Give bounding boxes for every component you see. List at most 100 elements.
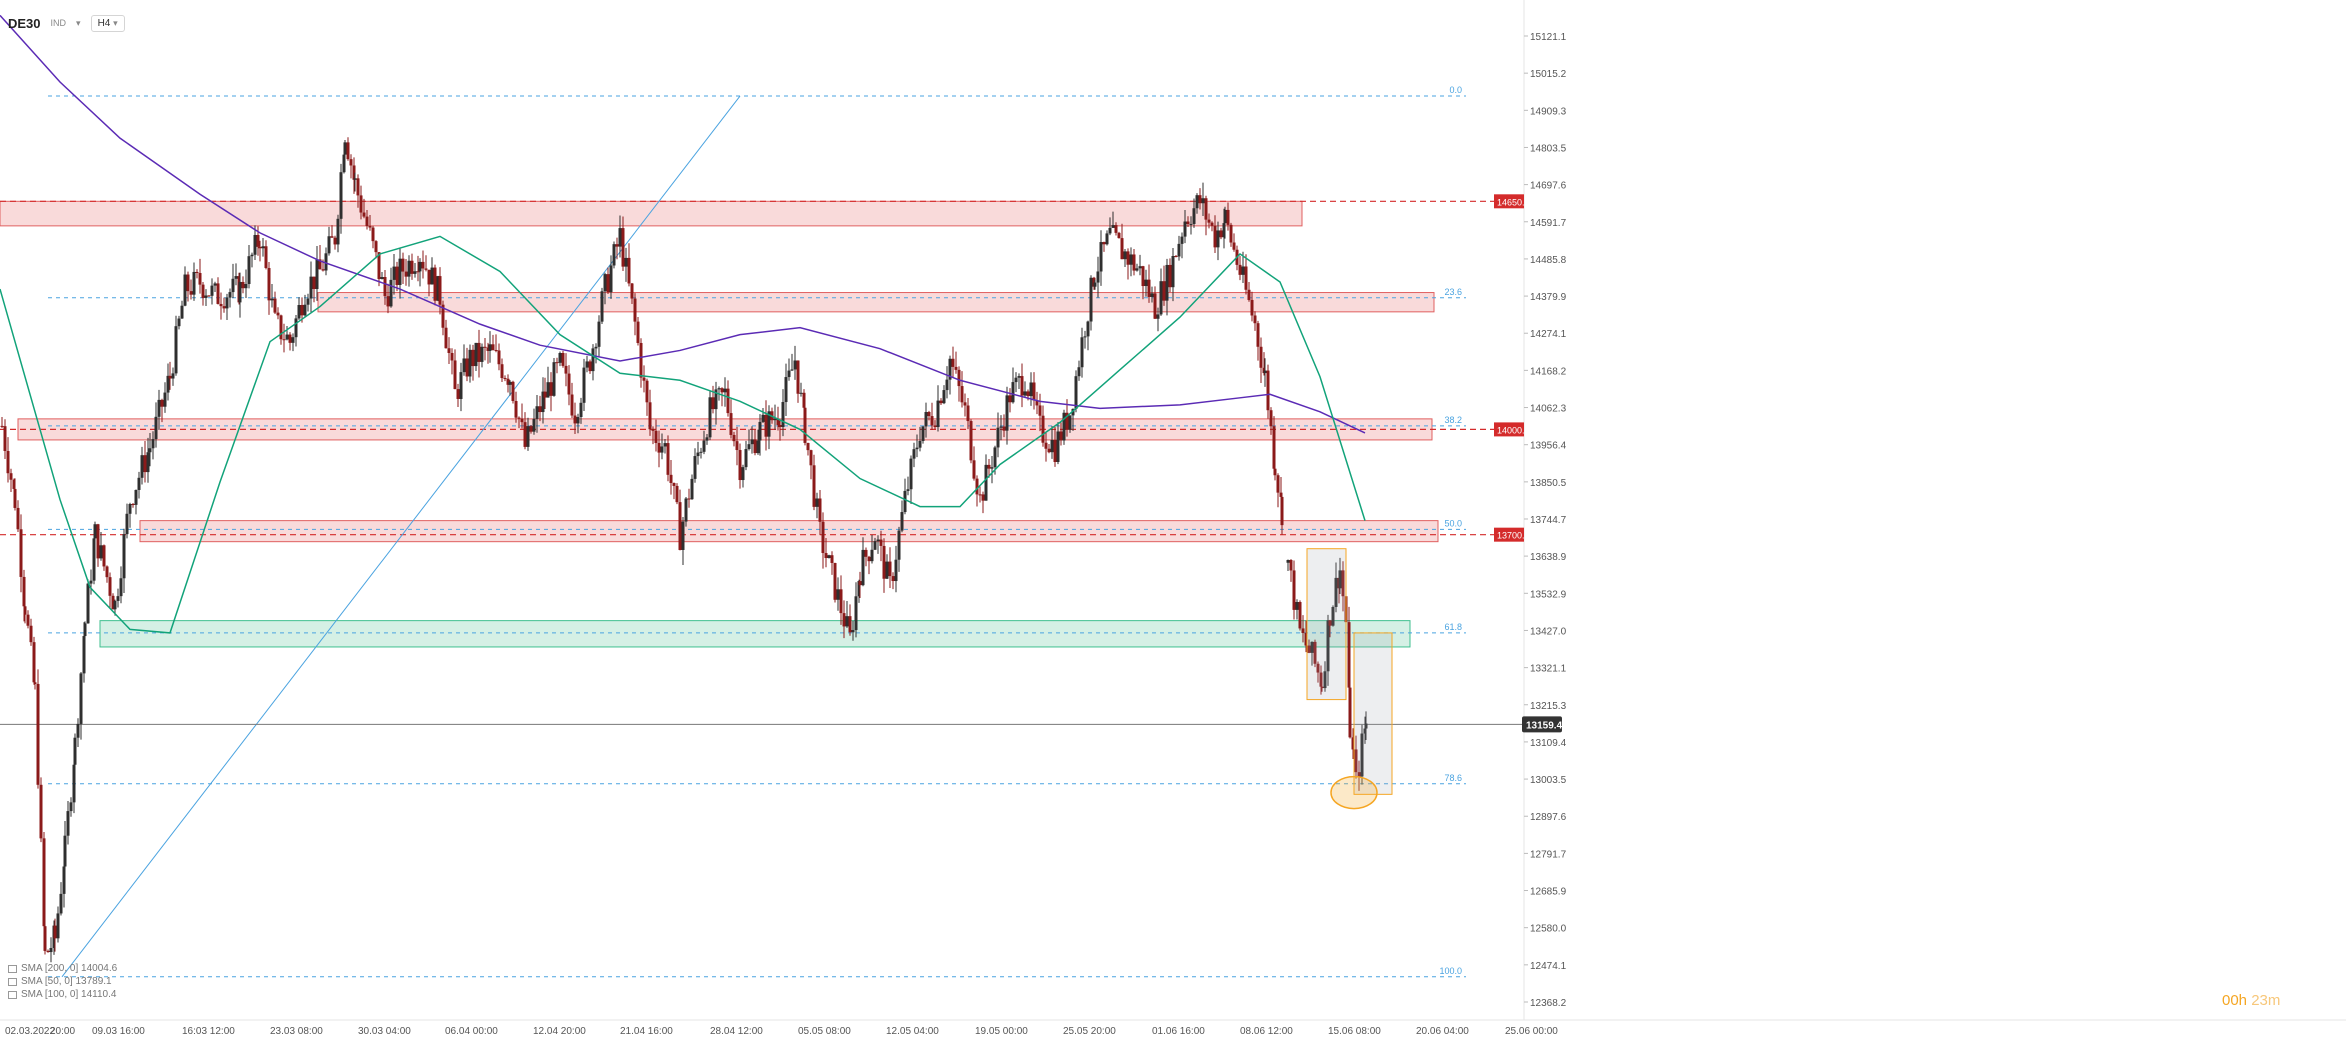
price-level-tag-label: 14650.: [1497, 197, 1525, 207]
price-level-tag-label: 14000.: [1497, 425, 1525, 435]
candle-body: [764, 414, 768, 437]
candle-body: [1198, 195, 1202, 204]
candle-body: [1165, 264, 1169, 301]
symbol-subtitle: IND: [50, 18, 67, 28]
candle-body: [1183, 221, 1187, 237]
candle-body: [377, 252, 381, 280]
candle-body: [336, 218, 340, 245]
fib-level-label: 50.0: [1444, 518, 1462, 528]
candle-body: [36, 683, 40, 785]
candle-body: [201, 284, 205, 298]
candle-body: [636, 321, 640, 343]
candle-body: [238, 281, 242, 303]
candle-body: [606, 274, 610, 293]
candle-body: [699, 451, 703, 453]
candle-body: [597, 321, 601, 347]
candle-body: [424, 268, 428, 270]
timeframe-select[interactable]: H4 ▾: [90, 14, 125, 32]
candle-body: [996, 427, 1000, 448]
trend-line: [61, 95, 741, 978]
measure-box: [1353, 632, 1393, 795]
candle-body: [882, 545, 886, 579]
legend-item[interactable]: SMA [200, 0] 14004.6: [8, 962, 117, 975]
candle-body: [1056, 431, 1060, 463]
price-level-tag: [1494, 527, 1524, 542]
candle-body: [371, 227, 375, 242]
candle-body: [1035, 400, 1039, 406]
candle-body: [588, 361, 592, 372]
candle-body: [69, 802, 73, 812]
symbol-label[interactable]: DE30: [8, 15, 41, 31]
candle-body: [639, 342, 643, 378]
candle-body: [500, 364, 504, 379]
fib-level-label: 78.6: [1444, 773, 1462, 783]
candle-body: [978, 494, 982, 496]
candle-body: [303, 304, 307, 316]
candle-body: [216, 283, 220, 304]
candle-body: [1263, 370, 1267, 374]
y-tick-label: 12474.1: [1530, 961, 1567, 972]
candle-body: [651, 429, 655, 431]
candle-body: [494, 349, 498, 351]
candle-body: [761, 414, 765, 422]
candle-body: [116, 596, 120, 601]
candle-body: [111, 595, 115, 610]
candle-body: [1247, 289, 1251, 300]
candle-body: [368, 225, 372, 228]
candle-body: [1105, 233, 1109, 245]
candle-body: [776, 418, 780, 425]
candle-body: [207, 295, 211, 297]
x-tick-label: 02.03.2022: [5, 1026, 55, 1037]
candle-body: [945, 379, 949, 391]
candle-body: [39, 784, 43, 839]
candle-body: [359, 195, 363, 213]
candle-body: [474, 342, 478, 367]
candle-body: [781, 402, 785, 428]
x-tick-label: 12.04 20:00: [533, 1026, 586, 1037]
candle-body: [1017, 376, 1021, 378]
candle-body: [131, 504, 135, 506]
y-tick-label: 14168.2: [1530, 366, 1567, 377]
candle-body: [873, 541, 877, 550]
candle-body: [861, 549, 865, 586]
indicator-icon: [8, 977, 17, 986]
x-tick-label: 09.03 16:00: [92, 1026, 145, 1037]
x-tick-label: 12.05 04:00: [886, 1026, 939, 1037]
legend-item[interactable]: SMA [100, 0] 14110.4: [8, 988, 117, 1001]
candle-body: [612, 244, 616, 266]
candle-body: [1229, 224, 1233, 243]
candle-body: [915, 447, 919, 450]
candle-body: [1289, 560, 1293, 571]
candle-body: [1347, 622, 1351, 688]
candle-body: [96, 524, 100, 559]
candle-body: [456, 389, 460, 399]
candle-body: [687, 498, 691, 500]
candle-body: [594, 346, 598, 349]
candle-body: [1129, 254, 1133, 265]
candle-body: [1292, 570, 1296, 610]
candle-body: [987, 464, 991, 469]
candle-body: [441, 304, 445, 328]
candle-body: [645, 380, 649, 403]
candle-body: [1266, 370, 1270, 411]
candle-body: [333, 237, 337, 245]
candle-body: [43, 926, 47, 951]
candle-body: [168, 375, 172, 379]
candle-body: [564, 365, 568, 374]
legend-item[interactable]: SMA [50, 0] 13789.1: [8, 975, 117, 988]
candle-body: [573, 415, 577, 424]
candle-body: [250, 254, 254, 257]
candle-body: [796, 360, 800, 394]
candle-body: [541, 391, 545, 413]
candle-body: [906, 489, 910, 491]
candle-body: [1360, 733, 1364, 777]
current-price-label: 13159.4: [1526, 720, 1563, 731]
chevron-down-icon[interactable]: ▾: [76, 17, 81, 28]
candle-body: [353, 178, 357, 180]
spacer: [2300, 0, 2301, 1]
candle-body: [1348, 687, 1352, 738]
candle-body: [951, 358, 955, 367]
candle-body: [137, 477, 141, 490]
candle-body: [714, 389, 718, 410]
